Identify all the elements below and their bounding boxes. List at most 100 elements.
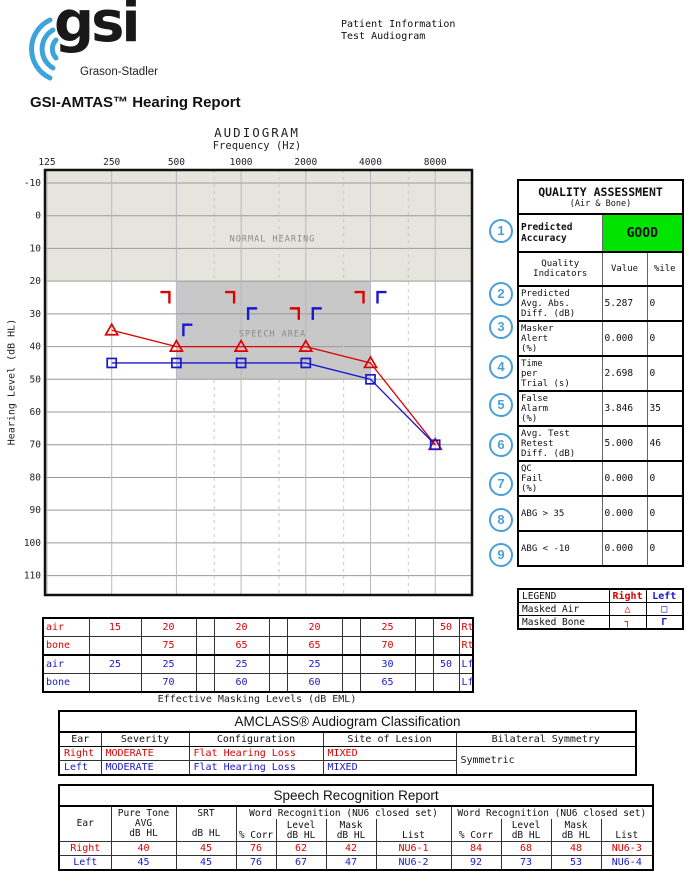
eml-row: air 25 25 25 25 30 50 Lf <box>42 654 474 674</box>
eml-value: 25 <box>88 654 142 674</box>
masked-air-left-marker <box>171 357 182 369</box>
eml-value <box>414 617 434 637</box>
masked-bone-left-marker <box>376 290 387 304</box>
amclass-severity: MODERATE <box>100 746 190 761</box>
speech-wr1-mask: 42 <box>325 841 377 856</box>
eml-value: 25 <box>286 654 343 674</box>
speech-wr1-corr: 76 <box>235 841 277 856</box>
amclass-header: Severity <box>100 731 190 747</box>
qa-indicator-label: Predicted Avg. Abs. Diff. (dB) <box>517 285 603 322</box>
speech-subcol: List <box>600 819 654 842</box>
speech-data-row: Left 45 45 76 67 47 NU6-2 92 73 53 NU6-4 <box>58 855 654 871</box>
step-circle-8: 8 <box>489 508 513 532</box>
masked-bone-right-marker <box>225 290 236 304</box>
freq-tick-label: 1000 <box>230 157 253 168</box>
masked-air-right-marker <box>168 338 184 352</box>
effective-masking-table: air 15 20 20 20 25 50 Rt bone 75 65 65 70 Rt air 25 25 25… <box>42 617 474 693</box>
amclass-configuration: Flat Hearing Loss <box>188 746 324 761</box>
db-tick-label: 0 <box>35 211 41 222</box>
masked-bone-right-marker <box>354 290 365 304</box>
frequency-axis-label: Frequency (Hz) <box>212 140 302 152</box>
masked-bone-left-marker <box>246 307 258 320</box>
report-title: GSI-AMTAS™ Hearing Report <box>30 94 241 111</box>
amclass-title-row: AMCLASS® Audiogram Classification <box>58 710 637 733</box>
speech-title: Speech Recognition Report <box>58 784 654 807</box>
qa-indicator-pctile: 0 <box>646 495 684 532</box>
step-circle-2: 2 <box>489 282 513 306</box>
eml-value <box>341 654 361 674</box>
qa-label-line: Diff. (dB) <box>521 308 576 319</box>
speech-wr2-mask: 53 <box>550 855 602 871</box>
qa-indicator-row: Masker Alert (%) 0.000 0 <box>517 320 684 357</box>
eml-value <box>432 673 460 693</box>
freq-tick-label: 500 <box>168 157 185 168</box>
amclass-header: Ear <box>58 731 102 747</box>
amclass-site: MIXED <box>322 760 457 776</box>
step-circle-3: 3 <box>489 315 513 339</box>
qa-indicator-row: Avg. Test Retest Diff. (dB) 5.000 46 <box>517 425 684 462</box>
gsi-logo: gsi Grason-Stadler <box>8 0 198 84</box>
eml-ear-label: Lf <box>458 654 474 674</box>
db-tick-label: 70 <box>30 440 42 451</box>
qa-label-line: (%) <box>521 413 538 424</box>
amclass-header: Site of Lesion <box>322 731 457 747</box>
eml-value <box>268 636 288 656</box>
qa-indicator-pctile: 0 <box>646 355 684 392</box>
qa-label-line: Alert <box>521 333 549 344</box>
qa-label-line: Retest <box>521 438 554 449</box>
eml-value <box>195 636 215 656</box>
step-circle-6: 6 <box>489 433 513 457</box>
qa-indicator-label: ABG > 35 <box>517 495 603 532</box>
normal-hearing-region <box>47 170 472 282</box>
eml-value: 70 <box>359 636 416 656</box>
qa-indicator-value: 0.000 <box>601 495 648 532</box>
speech-area-label: SPEECH AREA <box>239 330 306 340</box>
masked-air-left-marker <box>365 373 376 385</box>
eml-caption: Effective Masking Levels (dB EML) <box>157 694 357 705</box>
eml-value: 20 <box>140 617 197 637</box>
eml-value <box>432 636 460 656</box>
qa-indicator-value: 3.846 <box>601 390 648 427</box>
eml-value: 20 <box>213 617 270 637</box>
logo-company-name: Grason-Stadler <box>80 66 158 78</box>
qa-label-line: Avg. Test <box>521 428 570 439</box>
step-circle-5: 5 <box>489 393 513 417</box>
qa-indicator-label: Time per Trial (s) <box>517 355 603 392</box>
amclass-site: MIXED <box>322 746 457 761</box>
eml-value <box>195 654 215 674</box>
amclass-header-row: Ear Severity Configuration Site of Lesion Bi… <box>58 731 637 747</box>
amclass-data-row: Left MODERATE Flat Hearing Loss MIXED <box>58 760 636 776</box>
qa-label-line: (%) <box>521 343 538 354</box>
eml-value <box>195 673 215 693</box>
eml-value <box>341 617 361 637</box>
masked-air-left-marker <box>429 439 441 451</box>
speech-subcol: List <box>375 819 452 842</box>
speech-wr2-level: 68 <box>500 841 552 856</box>
eml-value <box>268 654 288 674</box>
qa-label-line: Diff. (dB) <box>521 448 576 459</box>
speech-wr1-level: 67 <box>275 855 327 871</box>
eml-value: 15 <box>88 617 142 637</box>
qa-label-line: Masker <box>521 323 554 334</box>
legend-col-left: Left <box>645 588 684 603</box>
qa-title: QUALITY ASSESSMENT <box>538 185 663 199</box>
amclass-ear: Left <box>58 760 102 776</box>
amclass-configuration: Flat Hearing Loss <box>188 760 324 776</box>
speech-subcol: % Corr <box>235 819 277 842</box>
qa-title-cell: QUALITY ASSESSMENT (Air & Bone) <box>517 179 684 215</box>
qa-indicator-pctile: 0 <box>646 320 684 357</box>
eml-value <box>414 673 434 693</box>
masked-air-right-marker <box>298 338 314 352</box>
qa-indicator-value: 5.000 <box>601 425 648 462</box>
qa-label-line: Avg. Abs. <box>521 298 570 309</box>
amclass-table: AMCLASS® Audiogram Classification Ear Seve… <box>58 710 638 776</box>
qa-indicator-value: 2.698 <box>601 355 648 392</box>
qa-label-line: Predicted <box>521 288 570 299</box>
qa-col-indicators: Quality Indicators <box>517 251 603 287</box>
logo-wordmark: gsi <box>54 0 141 55</box>
audiogram-legend: LEGEND Right Left Masked Air △ □ Masked Bone ┐ Γ <box>517 588 684 630</box>
legend-row-label: Masked Bone <box>517 615 610 630</box>
speech-wr1-group: Word Recognition (NU6 closed set) <box>235 805 452 819</box>
db-tick-label: 80 <box>30 472 42 483</box>
